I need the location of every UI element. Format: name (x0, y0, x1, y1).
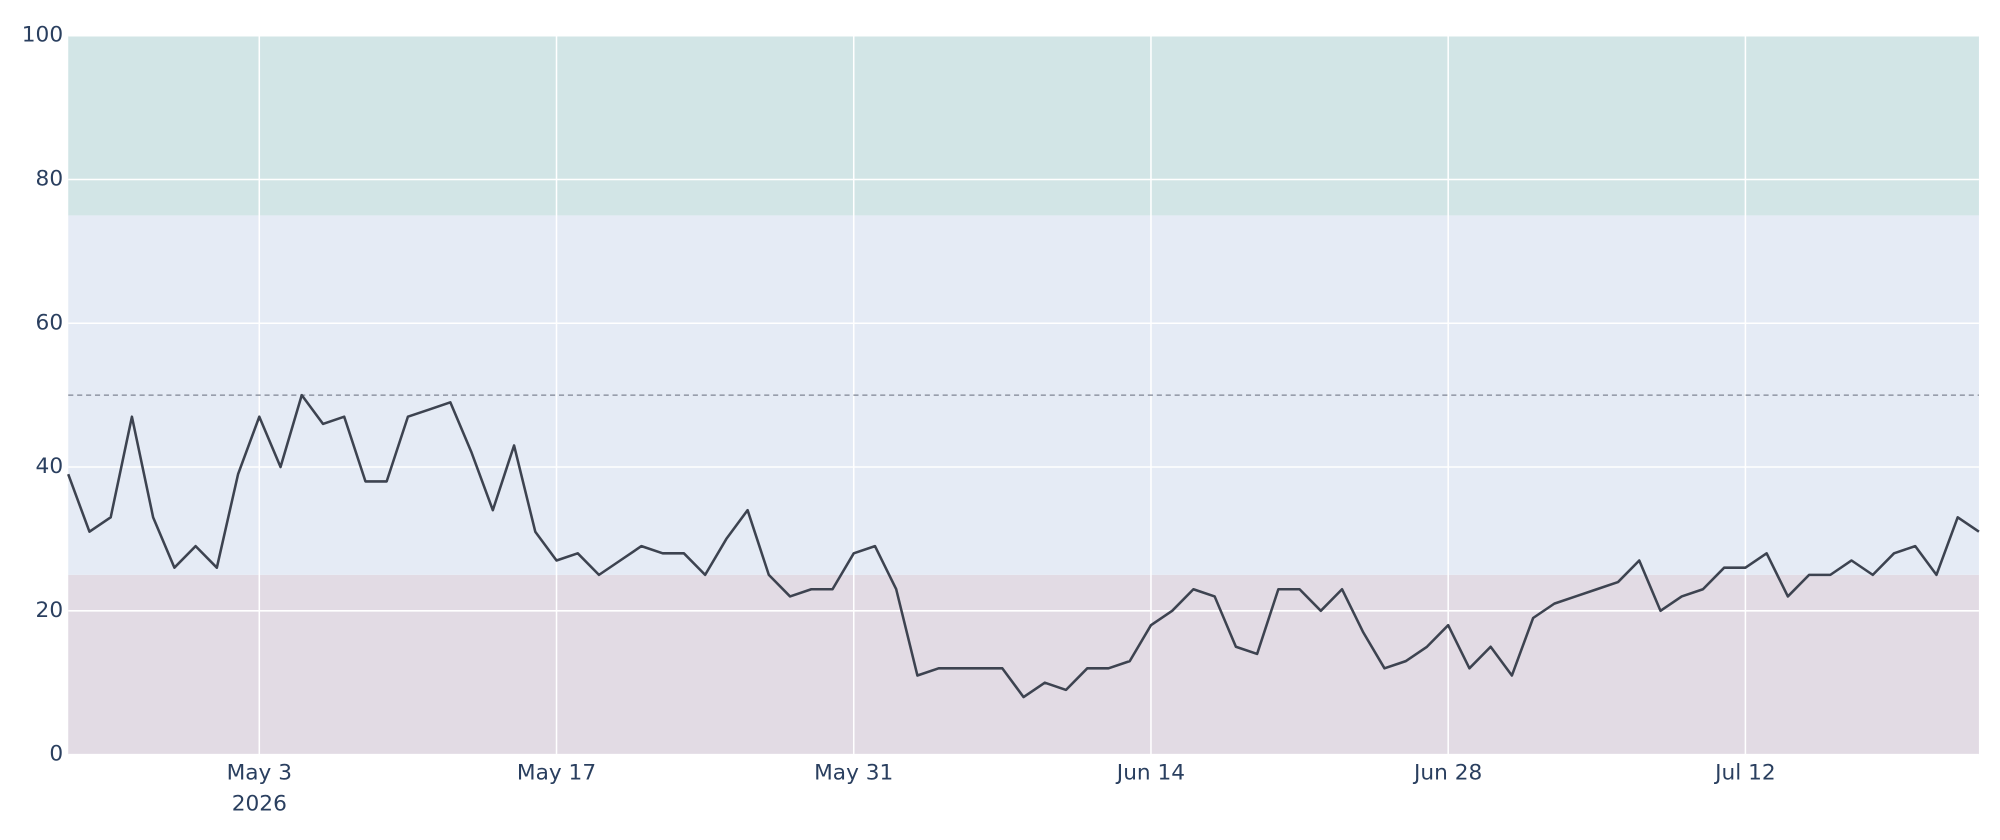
y-tick-label: 40 (36, 454, 64, 479)
x-tick-label: Jun 28 (1412, 761, 1482, 786)
band (68, 35, 1979, 216)
x-tick-label: Jul 12 (1713, 761, 1776, 786)
line (67, 393, 1980, 699)
y-tick-label: 0 (49, 742, 63, 767)
y-tick-label: 80 (36, 166, 64, 191)
y-tick-label: 20 (36, 598, 64, 623)
band (68, 574, 1979, 755)
x-tick-label: May 17 (517, 761, 596, 786)
y-tick-label: 60 (36, 310, 64, 335)
y-tick-label: 100 (22, 23, 63, 48)
x-tick-label: May 31 (814, 761, 893, 786)
x-tick-label: May 3 (227, 761, 292, 786)
x-tick-label: Jun 14 (1115, 761, 1185, 786)
x-tick-year: 2026 (232, 791, 287, 816)
